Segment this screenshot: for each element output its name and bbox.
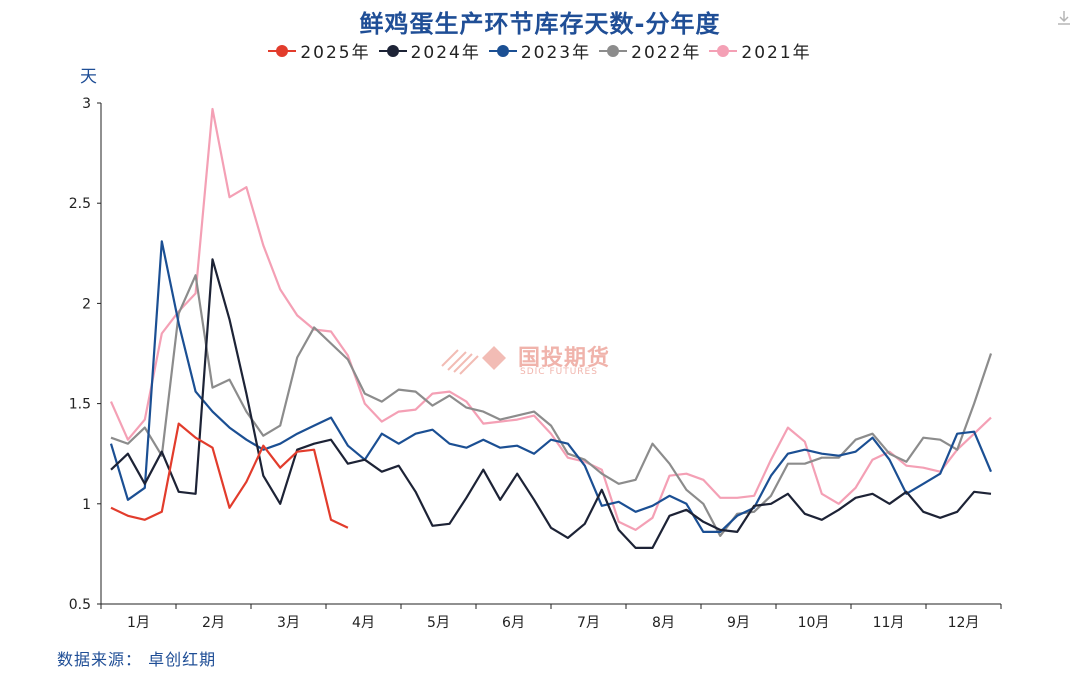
y-tick-label: 2.5 [69,196,91,212]
watermark-name: 国投期货 [518,346,611,371]
legend-item[interactable]: 2024年 [378,38,481,63]
x-tick-label: 9月 [727,615,750,631]
data-source: 数据来源： 卓创红期 [57,650,217,669]
series-line-2021年 [109,107,992,532]
x-tick-label: 4月 [352,615,375,631]
y-tick-label: 1.5 [69,397,91,413]
chart-title: 鲜鸡蛋生产环节库存天数-分年度 [359,10,721,38]
legend-item[interactable]: 2025年 [268,38,370,63]
legend-item[interactable]: 2022年 [599,38,701,63]
download-icon[interactable] [1054,8,1074,28]
watermark-subtitle: SDIC FUTURES [520,367,598,377]
series-line-2022年 [110,274,993,538]
legend-marker-icon [599,44,628,58]
y-tick-label: 2 [82,296,91,312]
legend-label: 2025年 [300,43,371,63]
y-tick-label: 0.5 [69,597,91,613]
x-tick-label: 7月 [577,615,600,631]
x-tick-label: 6月 [502,615,525,631]
legend-item[interactable]: 2021年 [709,38,811,63]
legend: 2025年 2024年 2023年 2022年 2021年 [0,38,1080,63]
watermark: 国投期货 SDIC FUTURES [438,340,638,380]
series-line-2025年 [110,422,349,529]
legend-marker-icon [268,44,297,58]
legend-label: 2023年 [520,43,592,63]
x-tick-label: 8月 [652,615,675,631]
legend-label: 2024年 [410,43,481,63]
y-tick-label: 3 [82,96,91,112]
x-tick-label: 11月 [873,615,905,631]
x-tick-label: 3月 [277,615,300,631]
legend-marker-icon [709,44,738,58]
y-axis-unit: 天 [80,67,97,87]
x-tick-label: 5月 [427,615,450,631]
legend-marker-icon [378,44,407,58]
legend-label: 2022年 [631,43,702,63]
x-tick-label: 1月 [127,615,150,631]
y-tick-label: 1 [82,497,91,513]
series-line-2024年 [110,258,992,550]
legend-label: 2021年 [741,43,812,63]
legend-item[interactable]: 2023年 [488,38,592,63]
legend-marker-icon [488,44,517,58]
x-tick-label: 12月 [948,615,980,631]
sdic-logo-icon [441,346,506,375]
x-tick-label: 2月 [202,615,225,631]
x-tick-label: 10月 [798,615,830,631]
